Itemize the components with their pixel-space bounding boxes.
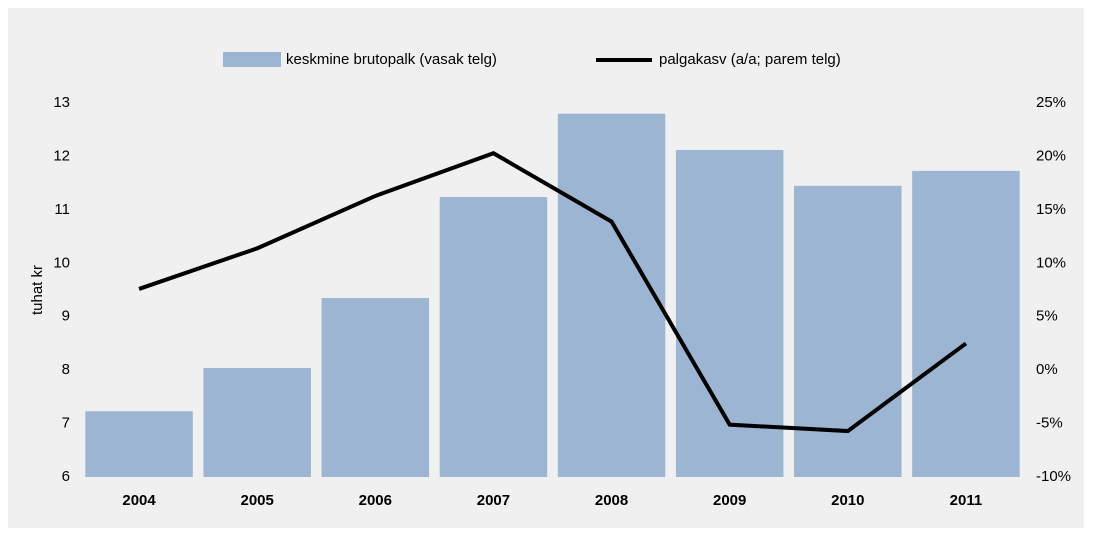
legend-label: palgakasv (a/a; parem telg)	[659, 51, 841, 68]
x-tick-label: 2011	[950, 492, 983, 509]
y-tick-label: 9	[62, 308, 70, 325]
x-tick-label: 2005	[241, 492, 274, 509]
y-tick-label: 10	[53, 254, 70, 271]
x-tick-label: 2006	[359, 492, 392, 509]
x-tick-label: 2008	[595, 492, 628, 509]
bar	[85, 411, 193, 477]
y2-tick-label: -10%	[1036, 468, 1071, 485]
bar	[439, 197, 548, 477]
x-tick-label: 2010	[831, 492, 864, 509]
y2-tick-label: 5%	[1036, 308, 1058, 325]
bar	[912, 170, 1020, 477]
y-tick-label: 7	[62, 415, 70, 432]
legend-swatch	[223, 52, 281, 67]
y-tick-label: 12	[53, 147, 70, 164]
y-tick-label: 8	[62, 361, 70, 378]
y2-tick-label: 10%	[1036, 254, 1066, 271]
x-tick-label: 2009	[713, 492, 746, 509]
y-axis-label: tuhat kr	[29, 265, 46, 315]
bar	[794, 185, 902, 478]
y-tick-label: 11	[54, 201, 70, 218]
y2-tick-label: -5%	[1036, 415, 1063, 432]
bar	[557, 113, 666, 477]
y2-tick-label: 25%	[1036, 94, 1066, 111]
y2-tick-label: 0%	[1036, 361, 1058, 378]
y2-tick-label: 20%	[1036, 147, 1066, 164]
y-tick-label: 13	[53, 94, 70, 111]
y-tick-label: 6	[62, 468, 70, 485]
y2-tick-label: 15%	[1036, 201, 1066, 218]
bar	[321, 298, 430, 477]
bar	[203, 368, 311, 477]
legend-label: keskmine brutopalk (vasak telg)	[286, 51, 497, 68]
line	[138, 151, 968, 434]
x-tick-label: 2007	[477, 492, 510, 509]
x-tick-label: 2004	[122, 492, 156, 509]
